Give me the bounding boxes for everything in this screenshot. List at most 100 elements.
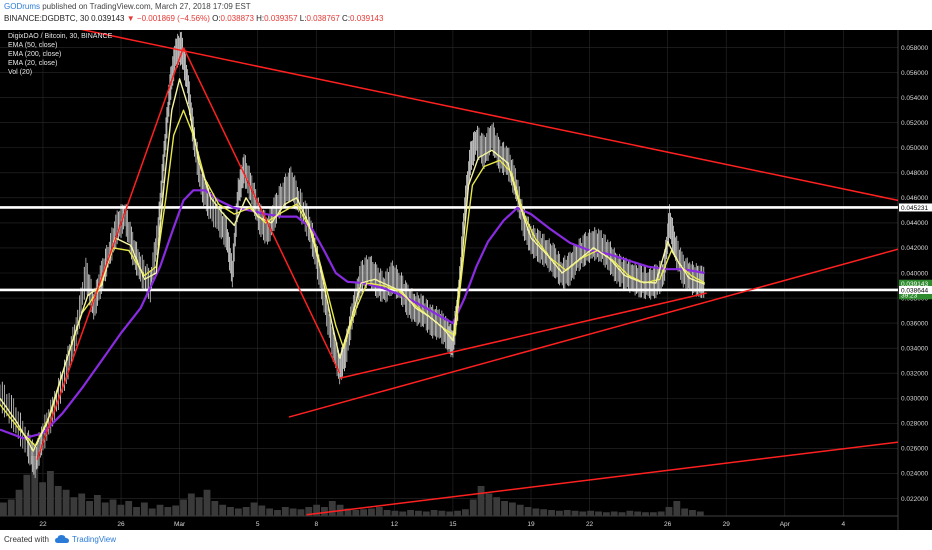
volume-bar [148, 508, 156, 516]
author-link[interactable]: GODrums [4, 2, 40, 11]
volume-bar [344, 508, 352, 516]
volume-bar [415, 510, 422, 516]
volume-bar [78, 493, 86, 516]
price-tag-label: 0.045231 [901, 205, 928, 212]
volume-bar [234, 508, 242, 516]
ema20-line [0, 78, 705, 452]
volume-bar [125, 501, 133, 516]
x-tick-label: 19 [527, 521, 535, 528]
symbol-label: BINANCE:DGDBTC, 30 [4, 14, 89, 23]
x-tick-label: 12 [391, 521, 399, 528]
volume-bar [391, 510, 399, 516]
y-tick-label: 0.042000 [901, 245, 928, 252]
x-tick-label: Apr [780, 521, 791, 528]
x-tick-label: 15 [449, 521, 457, 528]
volume-bar [195, 497, 203, 516]
tradingview-brand[interactable]: TradingView [72, 535, 117, 544]
y-tick-label: 0.026000 [901, 446, 928, 453]
volume-bar [548, 510, 555, 516]
volume-bar [649, 512, 657, 516]
price-tag-label: 0.038644 [901, 287, 928, 294]
volume-bar [86, 501, 93, 516]
volume-bar [31, 456, 39, 516]
volume-bar [587, 510, 595, 516]
volume-bar [407, 510, 415, 516]
volume-bar [289, 508, 297, 516]
trendline [288, 248, 899, 418]
y-tick-label: 0.052000 [901, 120, 928, 127]
high-label: H: [256, 14, 265, 23]
ema200-line [0, 189, 705, 440]
volume-bar [242, 507, 250, 516]
volume-bar [368, 508, 375, 516]
volume-bar [156, 504, 164, 516]
down-arrow-icon: ▼ [126, 14, 135, 23]
indicator-legend: DigixDAO / Bitcoin, 30, BINANCE EMA (50,… [8, 32, 112, 77]
volume-bar [555, 510, 563, 516]
volume-bar [305, 507, 313, 516]
y-tick-label: 0.054000 [901, 95, 928, 102]
volume-bar [172, 505, 180, 516]
trendline [182, 47, 341, 374]
price-change: −0.001869 (−4.56%) [136, 14, 210, 23]
volume-bar [211, 501, 219, 516]
trendline [80, 30, 899, 202]
price-tag-label: 0.039143 [901, 281, 928, 288]
legend-item-ema50[interactable]: EMA (50, close) [8, 42, 58, 49]
volume-bar [313, 504, 321, 516]
volume-bar [266, 508, 274, 516]
volume-bar [109, 499, 117, 516]
volume-bar [657, 511, 665, 516]
x-tick-label: 29 [723, 521, 731, 528]
volume-bar [164, 507, 172, 516]
x-tick-label: Mar [174, 521, 186, 528]
trendline [339, 292, 707, 379]
x-tick-label: 22 [586, 521, 594, 528]
volume-bar [438, 510, 446, 516]
low-value: 0.038767 [306, 14, 340, 23]
volume-bar [469, 499, 477, 516]
volume-bar [352, 510, 360, 516]
legend-item-volume[interactable]: Vol (20) [8, 69, 33, 76]
volume-bar [62, 489, 70, 516]
volume-bar [665, 507, 673, 516]
open-label: O: [212, 14, 221, 23]
volume-bar [642, 512, 649, 516]
volume-bar [203, 489, 211, 516]
volume-bar [117, 504, 125, 516]
volume-bar [7, 499, 15, 516]
volume-bar [321, 507, 328, 516]
y-tick-label: 0.028000 [901, 421, 928, 428]
volume-bar [258, 505, 266, 516]
volume-bar [563, 510, 571, 516]
y-tick-label: 0.030000 [901, 396, 928, 403]
volume-bar [595, 511, 602, 516]
volume-bar [383, 510, 391, 516]
x-tick-label: 4 [842, 521, 846, 528]
volume-bar [446, 511, 454, 516]
volume-bar [180, 499, 187, 516]
volume-bar [281, 507, 289, 516]
legend-item-ema200[interactable]: EMA (200, close) [8, 51, 62, 58]
price-tag-box [899, 279, 932, 288]
volume-bar [274, 510, 281, 516]
price-chart[interactable]: 0.022000 0.024000 0.026000 0.028000 0.030000… [0, 30, 932, 530]
volume-bar [681, 508, 689, 516]
volume-bar [430, 510, 438, 516]
volume-bar [140, 502, 148, 516]
volume-bar [360, 509, 368, 516]
legend-item-ema20[interactable]: EMA (20, close) [8, 60, 58, 67]
volume-bar [15, 489, 23, 516]
volume-bar [610, 511, 618, 516]
volume-bar [70, 497, 78, 516]
volume-bar [422, 511, 430, 516]
tradingview-cloud-icon[interactable] [55, 534, 69, 544]
y-tick-label: 0.044000 [901, 220, 928, 227]
y-tick-label: 0.050000 [901, 145, 928, 152]
volume-bar [508, 502, 516, 516]
chart-area[interactable]: 0.022000 0.024000 0.026000 0.028000 0.030000… [0, 30, 932, 530]
volume-bar [23, 474, 31, 516]
volume-bar [689, 510, 696, 516]
open-value: 0.038873 [220, 14, 254, 23]
publish-line: GODrums published on TradingView.com, Ma… [4, 2, 251, 11]
